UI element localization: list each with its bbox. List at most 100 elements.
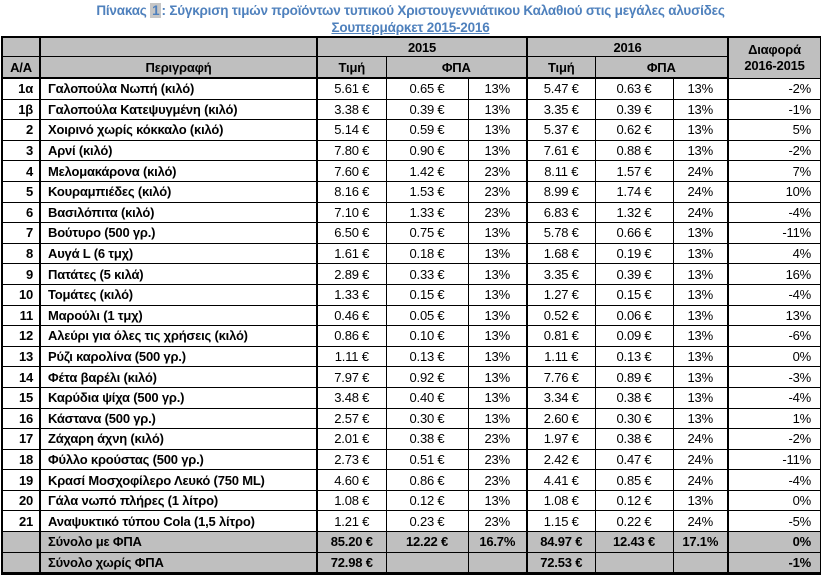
cell-vat-amount-2016: 0.13 € bbox=[594, 345, 674, 368]
cell-description: Χοιρινό χωρίς κόκκαλο (κιλό) bbox=[39, 119, 318, 141]
cell-description: Γάλα νωπό πλήρες (1 λίτρο) bbox=[39, 489, 318, 512]
cell-price-2016: 1.68 € bbox=[526, 242, 596, 265]
cell-vat-pct-2015: 23% bbox=[467, 201, 528, 224]
cell-diff: 13% bbox=[727, 304, 821, 327]
total-with-vat-vat-2015: 12.22 € bbox=[385, 531, 469, 553]
cell-vat-pct-2015: 23% bbox=[467, 428, 528, 450]
cell-diff: -1% bbox=[727, 98, 821, 121]
cell-vat-pct-2015: 23% bbox=[467, 448, 528, 471]
cell-diff: -11% bbox=[727, 448, 821, 471]
cell-vat-amount-2016: 0.88 € bbox=[594, 139, 674, 162]
total-without-vat-vat-2016 bbox=[594, 551, 674, 575]
cell-vat-pct-2015: 13% bbox=[467, 407, 528, 430]
cell-vat-amount-2015: 0.86 € bbox=[385, 469, 469, 491]
cell-index: 7 bbox=[1, 222, 41, 244]
cell-vat-pct-2015: 13% bbox=[467, 489, 528, 512]
cell-description: Φέτα βαρέλι (κιλό) bbox=[39, 366, 318, 388]
cell-index: 14 bbox=[1, 366, 41, 388]
cell-vat-pct-2016: 13% bbox=[672, 119, 729, 141]
cell-description: Ρύζι καρολίνα (500 γρ.) bbox=[39, 345, 318, 368]
document-title: Πίνακας 1: Σύγκριση τιμών προϊόντων τυπι… bbox=[0, 0, 821, 36]
table-row: 12 Αλεύρι για όλες τις χρήσεις (κιλό) 0.… bbox=[1, 325, 821, 347]
price-comparison-table: 2015 2016 Διαφορά 2016-2015 Α/Α Περιγραφή… bbox=[1, 36, 821, 576]
total-without-vat-vatpct-2016 bbox=[672, 551, 729, 575]
cell-index: 21 bbox=[1, 510, 41, 533]
cell-diff: 7% bbox=[727, 160, 821, 182]
total-without-vat-price-2015: 72.98 € bbox=[316, 551, 387, 575]
cell-vat-amount-2016: 0.30 € bbox=[594, 407, 674, 430]
cell-index: 20 bbox=[1, 489, 41, 512]
cell-price-2016: 6.83 € bbox=[526, 201, 596, 224]
total-with-vat-vat-2016: 12.43 € bbox=[594, 531, 674, 553]
cell-vat-pct-2015: 13% bbox=[467, 345, 528, 368]
cell-price-2015: 1.11 € bbox=[316, 345, 387, 368]
cell-diff: -6% bbox=[727, 325, 821, 347]
table-row: 4 Μελομακάρονα (κιλό) 7.60 € 1.42 € 23% … bbox=[1, 160, 821, 182]
cell-index: 5 bbox=[1, 180, 41, 203]
cell-vat-amount-2015: 0.10 € bbox=[385, 325, 469, 347]
cell-diff: -4% bbox=[727, 386, 821, 409]
cell-vat-pct-2016: 24% bbox=[672, 201, 729, 224]
cell-vat-amount-2015: 1.33 € bbox=[385, 201, 469, 224]
cell-vat-pct-2015: 13% bbox=[467, 386, 528, 409]
cell-index: 9 bbox=[1, 263, 41, 285]
table-row: 17 Ζάχαρη άχνη (κιλό) 2.01 € 0.38 € 23% … bbox=[1, 428, 821, 450]
table-body: 1α Γαλοπούλα Νωπή (κιλό) 5.61 € 0.65 € 1… bbox=[1, 77, 821, 533]
cell-diff: -4% bbox=[727, 201, 821, 224]
cell-vat-pct-2016: 13% bbox=[672, 304, 729, 327]
cell-vat-amount-2015: 0.90 € bbox=[385, 139, 469, 162]
cell-vat-pct-2016: 13% bbox=[672, 98, 729, 121]
cell-index: 16 bbox=[1, 407, 41, 430]
cell-diff: 1% bbox=[727, 407, 821, 430]
cell-vat-pct-2016: 24% bbox=[672, 180, 729, 203]
cell-vat-pct-2015: 13% bbox=[467, 283, 528, 306]
cell-vat-pct-2016: 13% bbox=[672, 263, 729, 285]
cell-vat-pct-2015: 23% bbox=[467, 510, 528, 533]
title-prefix: Πίνακας bbox=[96, 3, 151, 18]
cell-vat-pct-2015: 13% bbox=[467, 325, 528, 347]
cell-price-2015: 8.16 € bbox=[316, 180, 387, 203]
table-row: 13 Ρύζι καρολίνα (500 γρ.) 1.11 € 0.13 €… bbox=[1, 345, 821, 368]
cell-vat-amount-2016: 0.22 € bbox=[594, 510, 674, 533]
total-with-vat-row: Σύνολο με ΦΠΑ 85.20 € 12.22 € 16.7% 84.9… bbox=[1, 531, 821, 553]
cell-diff: -2% bbox=[727, 428, 821, 450]
cell-price-2016: 1.15 € bbox=[526, 510, 596, 533]
table-row: 11 Μαρούλι (1 τμχ) 0.46 € 0.05 € 13% 0.5… bbox=[1, 304, 821, 327]
cell-price-2015: 7.10 € bbox=[316, 201, 387, 224]
cell-vat-amount-2015: 0.33 € bbox=[385, 263, 469, 285]
cell-index: 18 bbox=[1, 448, 41, 471]
cell-price-2016: 3.35 € bbox=[526, 263, 596, 285]
header-diff-line1: Διαφορά bbox=[748, 41, 801, 57]
cell-vat-pct-2016: 13% bbox=[672, 139, 729, 162]
cell-index: 1α bbox=[1, 77, 41, 100]
cell-price-2016: 3.35 € bbox=[526, 98, 596, 121]
table-row: 18 Φύλλο κρούστας (500 γρ.) 2.73 € 0.51 … bbox=[1, 448, 821, 471]
table-row: 16 Κάστανα (500 γρ.) 2.57 € 0.30 € 13% 2… bbox=[1, 407, 821, 430]
cell-price-2016: 3.34 € bbox=[526, 386, 596, 409]
cell-vat-pct-2016: 24% bbox=[672, 448, 729, 471]
cell-vat-amount-2016: 0.47 € bbox=[594, 448, 674, 471]
cell-vat-amount-2016: 1.57 € bbox=[594, 160, 674, 182]
cell-vat-pct-2016: 24% bbox=[672, 469, 729, 491]
cell-vat-pct-2016: 24% bbox=[672, 160, 729, 182]
cell-description: Κουραμπιέδες (κιλό) bbox=[39, 180, 318, 203]
header-diff-line2: 2016-2015 bbox=[744, 57, 805, 73]
cell-vat-amount-2016: 1.32 € bbox=[594, 201, 674, 224]
cell-diff: 5% bbox=[727, 119, 821, 141]
cell-price-2015: 2.57 € bbox=[316, 407, 387, 430]
cell-price-2016: 8.99 € bbox=[526, 180, 596, 203]
title-rest: : Σύγκριση τιμών προϊόντων τυπικού Χριστ… bbox=[161, 3, 725, 18]
cell-description: Ζάχαρη άχνη (κιλό) bbox=[39, 428, 318, 450]
header-group-2016: 2016 bbox=[526, 36, 729, 57]
cell-index: 4 bbox=[1, 160, 41, 182]
cell-vat-pct-2015: 13% bbox=[467, 98, 528, 121]
total-with-vat-vatpct-2015: 16.7% bbox=[467, 531, 528, 553]
cell-vat-amount-2016: 0.12 € bbox=[594, 489, 674, 512]
cell-price-2016: 1.27 € bbox=[526, 283, 596, 306]
cell-description: Γαλοπούλα Νωπή (κιλό) bbox=[39, 77, 318, 100]
cell-vat-pct-2015: 13% bbox=[467, 366, 528, 388]
cell-diff: 4% bbox=[727, 242, 821, 265]
cell-price-2015: 1.61 € bbox=[316, 242, 387, 265]
cell-diff: -2% bbox=[727, 77, 821, 100]
cell-vat-amount-2015: 0.75 € bbox=[385, 222, 469, 244]
